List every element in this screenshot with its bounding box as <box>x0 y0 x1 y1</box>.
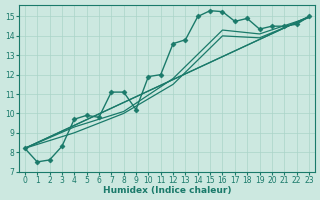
X-axis label: Humidex (Indice chaleur): Humidex (Indice chaleur) <box>103 186 231 195</box>
